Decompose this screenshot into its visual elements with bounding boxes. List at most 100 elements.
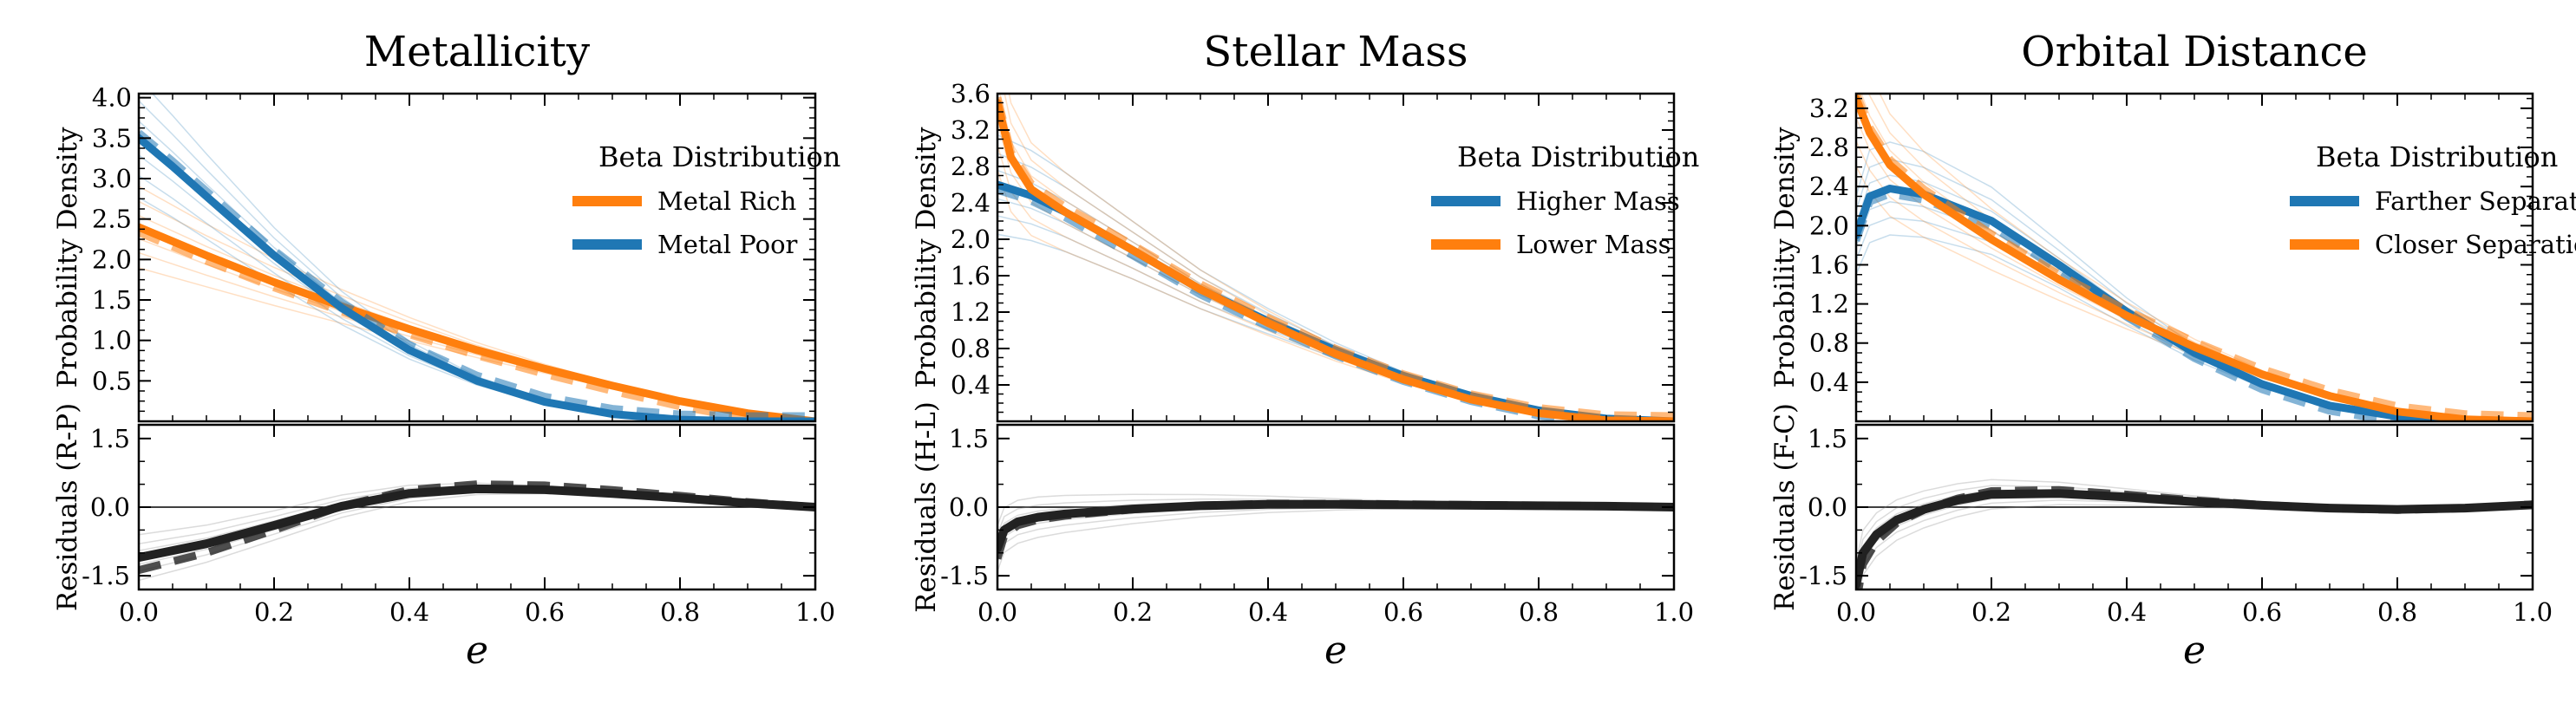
top-plot-area xyxy=(139,94,815,421)
residual-plot-area xyxy=(997,493,1674,572)
series-line-dashed-2 xyxy=(997,96,1674,420)
y-tick-label: 1.5 xyxy=(949,424,989,453)
x-tick-label: 0.8 xyxy=(1519,597,1559,627)
chart-title: Metallicity xyxy=(364,28,590,76)
series-line-dashed-2 xyxy=(1856,94,2533,420)
residual-sample-curve xyxy=(1856,479,2533,563)
y-axis-label: Probability Density xyxy=(52,127,83,388)
residual-plot-area xyxy=(1856,479,2533,589)
y-tick-label: 2.8 xyxy=(951,152,991,181)
x-tick-label: 1.0 xyxy=(2513,597,2553,627)
top-plot-area xyxy=(1856,94,2533,421)
y-tick-label: 3.5 xyxy=(92,123,132,153)
legend-label-2: Metal Poor xyxy=(657,230,798,259)
y-tick-label: 2.0 xyxy=(92,244,132,274)
legend-title: Beta Distribution xyxy=(598,140,840,173)
residual-y-axis-label: Residuals (F-C) xyxy=(1769,403,1801,611)
y-tick-label: -1.5 xyxy=(82,561,130,590)
y-tick-label: 0.4 xyxy=(951,370,991,400)
x-axis-label: e xyxy=(466,629,488,673)
series-spread-1 xyxy=(1856,141,2533,421)
y-tick-label: 1.6 xyxy=(951,261,991,290)
y-tick-label: 2.0 xyxy=(1809,211,1849,240)
legend-label-2: Closer Separations xyxy=(2375,230,2576,259)
y-tick-label: 2.0 xyxy=(951,225,991,254)
y-tick-label: 1.5 xyxy=(90,424,130,453)
series-line-1 xyxy=(1856,185,2533,421)
y-tick-label: 0.0 xyxy=(90,492,130,522)
x-axis-label: e xyxy=(1324,629,1347,673)
x-tick-label: 0.8 xyxy=(660,597,700,627)
series-line-dashed-1 xyxy=(1856,189,2460,421)
legend-label-1: Metal Rich xyxy=(657,186,796,216)
x-tick-label: 0.2 xyxy=(1971,597,2011,627)
sample-curve xyxy=(997,233,1674,421)
x-tick-label: 0.0 xyxy=(119,597,159,627)
series-line-1 xyxy=(997,180,1674,421)
y-tick-label: 3.0 xyxy=(92,164,132,193)
residual-plot-area xyxy=(139,480,815,582)
chart-title: Orbital Distance xyxy=(2021,28,2367,76)
x-tick-label: 0.8 xyxy=(2377,597,2417,627)
legend-label-1: Farther Separations xyxy=(2375,186,2576,216)
x-tick-label: 0.6 xyxy=(2242,597,2282,627)
residual-y-axis-label: Residuals (H-L) xyxy=(911,401,942,613)
series-line-dashed-1 xyxy=(139,228,805,421)
series-line-dashed-1 xyxy=(997,186,1642,421)
legend-title: Beta Distribution xyxy=(1457,140,1699,173)
x-tick-label: 0.2 xyxy=(254,597,294,627)
y-tick-label: 1.2 xyxy=(1809,290,1849,319)
y-tick-label: 0.5 xyxy=(92,366,132,395)
y-tick-label: 1.5 xyxy=(1808,424,1847,453)
y-tick-label: 3.2 xyxy=(951,115,991,145)
y-axis-label: Probability Density xyxy=(1769,127,1801,388)
legend-label-1: Higher Mass xyxy=(1516,186,1680,216)
residual-y-axis-label: Residuals (R-P) xyxy=(52,403,83,611)
y-tick-label: -1.5 xyxy=(940,561,989,590)
y-tick-label: 1.2 xyxy=(951,297,991,327)
chart-panel-1: Metallicity 0.5 1.0 1.5 2.0 2.5 3.0 3.5 4.0 Proba… xyxy=(52,28,840,673)
sample-curve xyxy=(1879,94,2533,421)
x-tick-label: 0.4 xyxy=(2107,597,2147,627)
x-tick-label: 0.2 xyxy=(1113,597,1153,627)
series-line-dashed-2 xyxy=(139,129,815,420)
chart-panel-2: Stellar Mass 0.4 0.8 1.2 1.6 2.0 2.4 2.8 3.2 3.6 P… xyxy=(911,28,1699,673)
series-line-1 xyxy=(139,223,815,421)
residual-line-dashed xyxy=(997,499,1674,560)
sample-curve xyxy=(139,267,815,421)
legend-title: Beta Distribution xyxy=(2316,140,2558,173)
residual-line-dashed xyxy=(139,480,815,574)
y-tick-label: 3.6 xyxy=(951,79,991,108)
y-tick-label: 3.2 xyxy=(1809,94,1849,123)
y-tick-label: 1.0 xyxy=(92,326,132,355)
y-tick-label: 2.4 xyxy=(951,188,991,218)
series-spread-2 xyxy=(1856,94,2533,421)
y-tick-label: 2.5 xyxy=(92,205,132,234)
residual-line-dashed xyxy=(1856,485,2533,589)
sample-curve xyxy=(997,134,1674,421)
x-tick-label: 0.0 xyxy=(1836,597,1876,627)
y-tick-label: 0.4 xyxy=(1809,368,1849,397)
legend-label-2: Lower Mass xyxy=(1516,230,1671,259)
y-tick-label: 0.0 xyxy=(1808,492,1847,522)
chart-panel-3: Orbital Distance 0.4 0.8 1.2 1.6 2.0 2.4 2.8 3.2… xyxy=(1769,28,2576,673)
y-tick-label: 0.0 xyxy=(949,492,989,522)
x-tick-label: 0.4 xyxy=(1248,597,1288,627)
y-tick-label: 1.6 xyxy=(1809,250,1849,279)
x-tick-label: 1.0 xyxy=(795,597,835,627)
y-tick-label: 4.0 xyxy=(92,83,132,113)
x-tick-label: 0.6 xyxy=(525,597,565,627)
y-tick-label: -1.5 xyxy=(1799,561,1847,590)
chart-title: Stellar Mass xyxy=(1203,28,1468,76)
x-tick-label: 0.0 xyxy=(977,597,1017,627)
x-tick-label: 1.0 xyxy=(1654,597,1694,627)
y-tick-label: 0.8 xyxy=(951,334,991,363)
y-axis-label: Probability Density xyxy=(911,127,942,388)
sample-curve xyxy=(1856,234,2533,421)
y-tick-label: 1.5 xyxy=(92,285,132,315)
series-spread-1 xyxy=(997,134,1674,421)
y-tick-label: 2.4 xyxy=(1809,172,1849,201)
y-tick-label: 2.8 xyxy=(1809,133,1849,162)
residual-sample-curve xyxy=(1859,504,2533,589)
